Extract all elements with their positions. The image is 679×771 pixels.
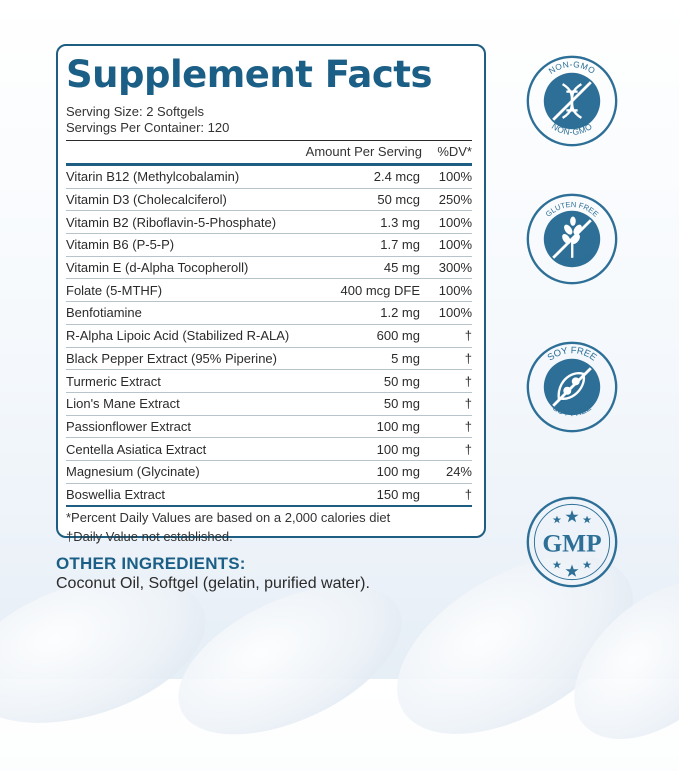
gmp-text: GMP (542, 529, 601, 557)
nutrient-name: Turmeric Extract (66, 373, 161, 389)
nutrient-name: Passionflower Extract (66, 418, 191, 434)
nutrient-dv: 300% (438, 260, 472, 276)
other-ingredients-title: OTHER INGREDIENTS: (56, 554, 246, 573)
nutrient-name: Vitamin E (d-Alpha Tocopheroll) (66, 260, 249, 276)
nutrient-dv: 100% (438, 214, 472, 230)
amount-header: Amount Per Serving (305, 144, 422, 159)
panel-title: Supplement Facts (66, 53, 433, 96)
nutrient-table: Vitarin B12 (Methylcobalamin) 2.4 mcg 100%… (66, 163, 472, 508)
nutrient-amount: 45 mg (383, 260, 420, 276)
table-row: Vitarin B12 (Methylcobalamin) 2.4 mcg 100% (66, 166, 472, 189)
table-row: Vitamin B6 (P-5-P) 1.7 mg 100% (66, 234, 472, 257)
nutrient-amount: 5 mg (391, 350, 420, 366)
gluten-free-badge: GLUTEN FREE GLUTEN FREE (526, 193, 618, 285)
servings-per-container: Servings Per Container: 120 (66, 120, 230, 135)
nutrient-amount: 50 mg (383, 373, 420, 389)
nutrient-name: Black Pepper Extract (95% Piperine) (66, 350, 277, 366)
table-row: Passionflower Extract 100 mg † (66, 416, 472, 439)
star-icon (552, 510, 592, 577)
nutrient-amount: 400 mcg DFE (340, 282, 420, 298)
table-row: Vitamin B2 (Riboflavin-5-Phosphate) 1.3 m… (66, 211, 472, 235)
nutrient-dv: 250% (438, 192, 472, 208)
nutrient-name: Magnesium (Glycinate) (66, 464, 200, 480)
nutrient-dv: † (464, 396, 472, 412)
svg-text:SOY FREE: SOY FREE (551, 402, 593, 418)
nutrient-name: Vitamin B2 (Riboflavin-5-Phosphate) (66, 214, 277, 230)
footnote-dagger: †Daily Value not established. (66, 529, 233, 545)
nutrient-amount: 100 mg (376, 441, 420, 457)
table-row: Black Pepper Extract (95% Piperine) 5 mg † (66, 348, 472, 371)
table-row: Turmeric Extract 50 mg † (66, 370, 472, 393)
footnote-dv: *Percent Daily Values are based on a 2,0… (66, 510, 391, 526)
nutrient-name: Boswellia Extract (66, 486, 165, 502)
nutrient-amount: 100 mg (376, 464, 420, 480)
nutrient-amount: 50 mcg (377, 192, 420, 208)
nutrient-name: Vitamin D3 (Cholecalciferol) (66, 192, 227, 208)
nutrient-amount: 150 mg (376, 486, 420, 502)
nutrient-dv: † (464, 373, 472, 389)
nutrient-amount: 100 mg (376, 418, 420, 434)
other-ingredients-text: Coconut Oil, Softgel (gelatin, purified … (56, 575, 370, 592)
table-row: Vitamin E (d-Alpha Tocopheroll) 45 mg 300% (66, 257, 472, 280)
nutrient-name: R-Alpha Lipoic Acid (Stabilized R-ALA) (66, 328, 290, 344)
nutrient-amount: 1.2 mg (380, 305, 420, 321)
table-row: R-Alpha Lipoic Acid (Stabilized R-ALA) 60… (66, 325, 472, 348)
nutrient-dv: † (464, 350, 472, 366)
supplement-facts-panel: Supplement Facts Serving Size: 2 Softgel… (56, 44, 486, 544)
non-gmo-badge: NON-GMO NON-GMO (526, 55, 618, 147)
nutrient-dv: † (464, 418, 472, 434)
nutrient-name: Benfotiamine (66, 305, 142, 321)
nutrient-dv: † (464, 486, 472, 502)
table-row: Folate (5-MTHF) 400 mcg DFE 100% (66, 279, 472, 303)
gmp-badge: GMP (526, 496, 618, 588)
nutrient-dv: † (464, 441, 472, 457)
nutrient-dv: 24% (445, 464, 472, 480)
serving-size: Serving Size: 2 Softgels (66, 104, 205, 119)
svg-text:NON-GMO: NON-GMO (550, 121, 594, 137)
nutrient-amount: 600 mg (376, 328, 420, 344)
nutrient-name: Folate (5-MTHF) (66, 282, 163, 298)
nutrient-dv: 100% (438, 169, 472, 185)
table-row: Boswellia Extract 150 mg † (66, 484, 472, 508)
nutrient-name: Lion's Mane Extract (66, 396, 180, 412)
table-row: Magnesium (Glycinate) 100 mg 24% (66, 461, 472, 484)
nutrient-dv: 100% (438, 282, 472, 298)
nutrient-name: Centella Asiatica Extract (66, 441, 207, 457)
nutrient-dv: 100% (438, 237, 472, 253)
table-header: Amount Per Serving %DV* (66, 140, 472, 163)
nutrient-amount: 50 mg (383, 396, 420, 412)
nutrient-amount: 1.7 mg (380, 237, 420, 253)
table-row: Lion's Mane Extract 50 mg † (66, 393, 472, 416)
table-row: Benfotiamine 1.2 mg 100% (66, 302, 472, 325)
nutrient-amount: 1.3 mg (380, 214, 420, 230)
nutrient-dv: 100% (438, 305, 472, 321)
table-row: Centella Asiatica Extract 100 mg † (66, 438, 472, 461)
dv-header: %DV* (437, 144, 472, 159)
nutrient-dv: † (464, 328, 472, 344)
nutrient-name: Vitarin B12 (Methylcobalamin) (66, 169, 240, 185)
table-row: Vitamin D3 (Cholecalciferol) 50 mcg 250% (66, 189, 472, 212)
nutrient-amount: 2.4 mcg (373, 169, 420, 185)
soy-free-badge: SOY FREE SOY FREE (526, 341, 618, 433)
nutrient-name: Vitamin B6 (P-5-P) (66, 237, 175, 253)
